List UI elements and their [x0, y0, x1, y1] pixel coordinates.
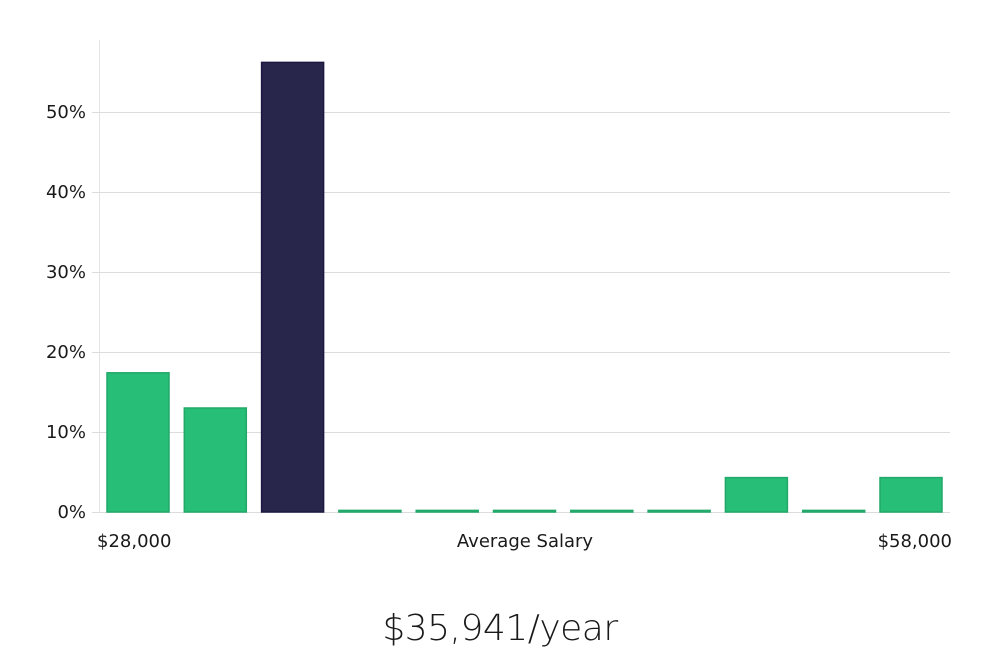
bar-highlighted [260, 61, 325, 513]
bar [801, 509, 866, 513]
y-tick-label: 30% [46, 262, 86, 283]
bar [879, 476, 943, 513]
x-end-label: $58,000 [878, 531, 952, 552]
y-tick-label: 50% [46, 102, 86, 123]
salary-histogram: 0% 10% 20% 30% 40% 50% $28,000 Average Salary… [46, 40, 952, 552]
x-axis-title: Average Salary [457, 531, 594, 552]
bar [183, 407, 248, 513]
y-axis: 0% 10% 20% 30% 40% 50% [46, 102, 100, 523]
bar [338, 509, 402, 513]
bar [647, 509, 711, 513]
average-salary-value: $35,941/year [382, 608, 618, 649]
x-start-label: $28,000 [97, 531, 171, 552]
bar [724, 476, 789, 513]
y-tick-label: 0% [57, 502, 86, 523]
bar [570, 509, 634, 513]
bar [492, 509, 557, 513]
bars [106, 61, 943, 513]
y-tick-label: 40% [46, 182, 86, 203]
bar [415, 509, 479, 513]
bar [106, 372, 170, 513]
y-tick-label: 20% [46, 342, 86, 363]
y-tick-label: 10% [46, 422, 86, 443]
